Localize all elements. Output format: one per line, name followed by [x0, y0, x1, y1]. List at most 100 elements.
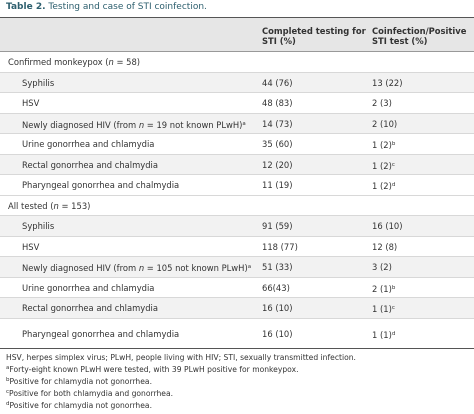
label-text: HSV [22, 98, 40, 109]
note-mark: c [391, 305, 395, 312]
note-mark: d [6, 401, 10, 407]
footnotes: HSV, herpes simplex virus; PLwH, people … [6, 352, 356, 411]
coinfection-value: 12 (8) [372, 241, 398, 252]
footnote-text: Positive for both chlamydia and gonorrhe… [9, 389, 174, 398]
coinfection-cell: 2 (3) [372, 98, 392, 108]
label-part: n [138, 119, 145, 130]
label-text: Pharyngeal gonorrhea and chlamydia [22, 328, 180, 339]
coinfection-value: 1 (1) [372, 304, 392, 315]
row-label: Syphilis [22, 78, 54, 88]
table-caption: Table 2. Testing and case of STI coinfec… [6, 2, 207, 12]
row-label: Pharyngeal gonorrhea and chalmydia [22, 180, 179, 190]
footnote: dPositive for chlamydia not gonorrhea. [6, 399, 356, 411]
label-text: Urine gonorrhea and chlamydia [22, 139, 155, 150]
group-label: Confirmed monkeypox (n = 58) [8, 57, 140, 67]
label-part: Newly diagnosed HIV (from [22, 263, 139, 274]
label-part: Newly diagnosed HIV (from [22, 119, 139, 130]
coinfection-value: 1 (2) [372, 181, 392, 192]
note-mark: a [6, 365, 10, 371]
completed-cell: 91 (59) [262, 221, 293, 232]
footnote: aForty-eight known PLwH were tested, wit… [6, 363, 356, 375]
header-row: Completed testing for STI (%) Coinfectio… [0, 17, 474, 52]
coinfection-cell: 2 (10) [372, 119, 397, 129]
footnote: cPositive for both chlamydia and gonorrh… [6, 387, 356, 399]
footnote-text: Forty-eight known PLwH were tested, with… [9, 365, 299, 374]
coinfection-cell: 13 (22) [372, 78, 403, 88]
table-row: Rectal gonorrhea and chalmydia 12 (20) 1 (… [0, 154, 474, 175]
label-part: = 58) [113, 57, 141, 67]
note-mark: d [391, 182, 396, 189]
table-row: Urine gonorrhea and chlamydia 35 (60) 1 (2… [0, 134, 474, 155]
label-part: n [53, 200, 59, 211]
label-text: Rectal gonorrhea and chalmydia [22, 159, 159, 170]
table-row: Newly diagnosed HIV (from n = 105 not kn… [0, 257, 474, 278]
completed-cell: 11 (19) [262, 180, 293, 191]
note-mark: c [6, 389, 10, 395]
label-text: Syphilis [22, 221, 55, 232]
label-text: Pharyngeal gonorrhea and chalmydia [22, 180, 180, 191]
row-label: Newly diagnosed HIV (from n = 19 not kno… [22, 119, 246, 130]
completed-cell: 12 (20) [262, 159, 293, 170]
completed-cell: 16 (10) [262, 303, 293, 314]
table-row: Syphilis 44 (76) 13 (22) [0, 72, 474, 93]
row-label: HSV [22, 98, 39, 108]
coinfection-cell: 1 (2)b [372, 139, 395, 150]
coinfection-value: 16 (10) [372, 221, 403, 232]
label-text: HSV [22, 241, 40, 252]
label-part: = 19 not known PLwH) [144, 119, 243, 130]
note-mark: d [391, 330, 396, 337]
coinfection-cell: 3 (2) [372, 262, 392, 272]
note-mark: b [6, 377, 10, 383]
label-part: = 153) [58, 200, 91, 211]
row-label: Newly diagnosed HIV (from n = 105 not kn… [22, 262, 251, 273]
footnote-text: Positive for chlamydia not gonorrhea. [9, 377, 153, 386]
group-row: All tested (n = 153) [0, 196, 474, 216]
completed-cell: 66(43) [262, 282, 290, 293]
caption-label: Table 2. [6, 2, 46, 12]
header-cell: Completed testing for STI (%) [262, 26, 366, 46]
note-mark: a [247, 264, 252, 271]
row-label: Urine gonorrhea and chlamydia [22, 139, 154, 149]
coinfection-cell: 1 (2)c [372, 160, 395, 171]
table-row: Pharyngeal gonorrhea and chalmydia 11 (19… [0, 175, 474, 196]
row-label: Pharyngeal gonorrhea and chlamydia [22, 329, 179, 339]
coinfection-value: 1 (1) [372, 329, 392, 340]
table-row: Rectal gonorrhea and chlamydia 16 (10) 1 (… [0, 298, 474, 319]
coinfection-cell: 1 (1)c [372, 303, 395, 314]
group-label: All tested (n = 153) [8, 201, 90, 211]
footnote: bPositive for chlamydia not gonorrhea. [6, 375, 356, 387]
label-text: Urine gonorrhea and chlamydia [22, 282, 155, 293]
table-row: HSV 48 (83) 2 (3) [0, 93, 474, 114]
footnote-text: Positive for chlamydia not gonorrhea. [9, 401, 153, 410]
table-row: HSV 118 (77) 12 (8) [0, 236, 474, 257]
label-part: = 105 not known PLwH) [144, 263, 248, 274]
row-label: Syphilis [22, 221, 54, 231]
completed-cell: 118 (77) [262, 241, 298, 252]
note-mark: b [391, 284, 396, 291]
coinfection-value: 1 (2) [372, 160, 392, 171]
row-label: Rectal gonorrhea and chalmydia [22, 160, 158, 170]
completed-cell: 51 (33) [262, 262, 293, 273]
coinfection-cell: 16 (10) [372, 221, 403, 231]
note-mark: b [391, 141, 396, 148]
coinfection-value: 2 (1) [372, 283, 392, 294]
coinfection-value: 2 (10) [372, 118, 398, 129]
completed-cell: 48 (83) [262, 98, 293, 109]
table-row: Urine gonorrhea and chlamydia 66(43) 2 (1)… [0, 277, 474, 298]
completed-cell: 16 (10) [262, 328, 293, 339]
coinfection-cell: 2 (1)b [372, 283, 395, 294]
label-text: Syphilis [22, 77, 55, 88]
coinfection-cell: 12 (8) [372, 242, 397, 252]
group-row: Confirmed monkeypox (n = 58) [0, 52, 474, 73]
header-cell: Coinfection/Positive STI test (%) [372, 26, 467, 46]
row-label: Rectal gonorrhea and chlamydia [22, 303, 158, 313]
completed-cell: 35 (60) [262, 139, 293, 150]
completed-cell: 44 (76) [262, 77, 293, 88]
note-mark: a [242, 120, 246, 127]
coinfection-value: 3 (2) [372, 262, 392, 273]
coinfection-cell: 1 (2)d [372, 180, 395, 191]
coinfection-value: 13 (22) [372, 77, 403, 88]
table-row: Pharyngeal gonorrhea and chlamydia 16 (10… [0, 318, 474, 349]
caption-text: Testing and case of STI coinfection. [48, 2, 207, 12]
